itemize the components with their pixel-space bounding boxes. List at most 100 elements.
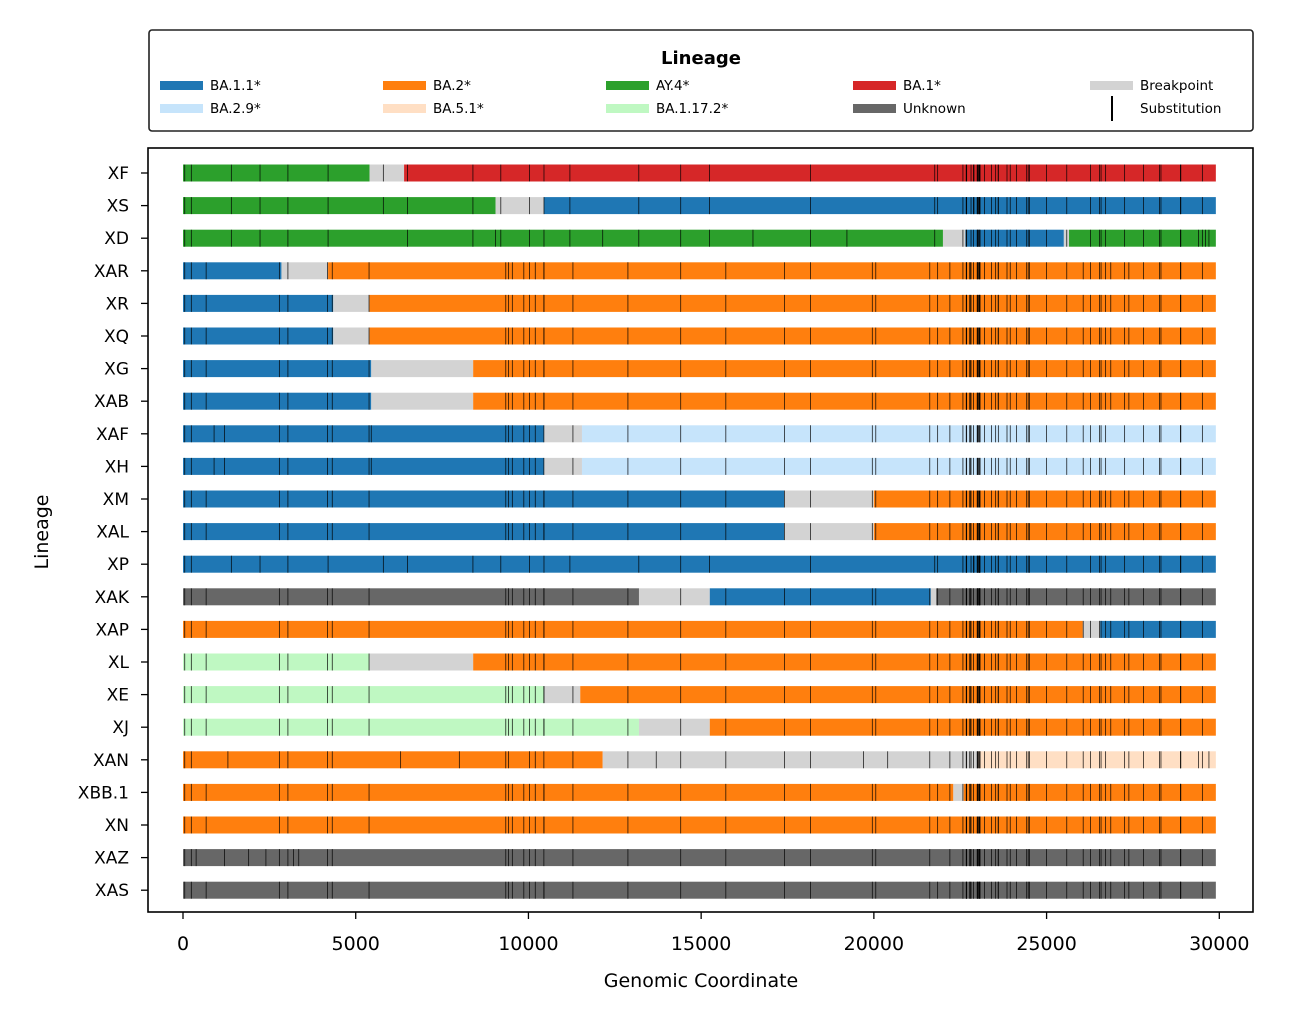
y-tick-label: XAF [96,425,129,445]
y-tick-label: XR [106,294,130,314]
bar-row-xq [183,327,1216,345]
segment-xab-bp [371,392,474,410]
x-tick-label: 25000 [1016,933,1076,955]
segment-xh-ba29 [581,457,1216,475]
y-tick-label: XBB.1 [78,783,129,803]
legend-label: Unknown [903,101,966,117]
legend-item-ba-2: BA.2* [383,78,471,94]
legend-label: BA.1.1* [210,78,261,94]
segment-xak-unk [183,588,639,606]
bar-row-xs [183,197,1216,215]
segment-xn-ba2 [183,816,1216,834]
segment-xal-bp [784,523,874,541]
x-tick-label: 30000 [1189,933,1249,955]
segment-xbb-1-ba2 [963,783,1216,801]
legend-item-ba-1-17-2: BA.1.17.2* [606,101,728,117]
segment-xh-ba11 [183,457,544,475]
segment-xj-ba1172 [183,718,639,736]
x-axis-label: Genomic Coordinate [604,970,799,992]
segment-xf-ba1 [404,164,1216,182]
y-tick-label: XP [107,555,129,575]
segment-xak-bp [638,588,710,606]
segment-xm-ba11 [183,490,785,508]
segment-xal-ba11 [183,523,785,541]
x-tick-label: 10000 [498,933,558,955]
legend-item-ay-4: AY.4* [606,78,690,94]
y-tick-label: XS [107,197,129,217]
segment-xar-ba2 [328,262,1216,280]
legend-swatch [606,104,649,113]
y-tick-label: XAN [93,751,129,771]
segment-xd-ba11 [965,229,1064,247]
bar-row-xan [183,751,1216,769]
segment-xh-bp [543,457,582,475]
legend-item-breakpoint: Breakpoint [1090,78,1213,94]
y-tick-label: XAZ [94,849,129,869]
x-tick-label: 20000 [844,933,904,955]
y-tick-label: XAR [94,262,129,282]
x-tick-label: 5000 [332,933,380,955]
legend-item-ba-1: BA.1* [853,78,941,94]
segment-xan-bp [602,751,978,769]
segment-xm-ba2 [873,490,1216,508]
y-tick-label: XM [103,490,129,510]
bar-row-xal [183,523,1216,541]
segment-xl-ba2 [473,653,1216,671]
legend-item-ba-2-9: BA.2.9* [160,101,261,117]
segment-xap-ba11 [1100,620,1216,638]
bar-row-xp [183,555,1216,573]
legend-swatch [606,81,649,90]
segment-xl-ba1172 [183,653,370,671]
bar-row-xar [183,262,1216,280]
segment-xaf-ba29 [581,425,1216,443]
y-tick-label: XAL [96,523,129,543]
legend-title: Lineage [661,48,741,69]
y-axis: XF XS XD XAR XR XQ XG XAB XAF XH XM XAL XP XAK XAP XL XE… [78,164,148,901]
legend-label: BA.2.9* [210,101,261,117]
segment-xq-bp [333,327,370,345]
bar-row-xn [183,816,1216,834]
y-tick-label: XAB [94,392,129,412]
segment-xq-ba2 [369,327,1216,345]
segment-xe-ba1172 [183,686,544,704]
bar-row-xaz [183,849,1216,867]
bar-row-xas [183,881,1216,899]
segment-xg-bp [371,360,474,378]
segment-xs-bp [495,197,544,215]
segment-xs-ay4 [183,197,496,215]
legend-swatch [853,104,896,113]
segment-xd-ay4 [183,229,943,247]
segment-xq-ba11 [183,327,334,345]
segment-xbb-1-bp [953,783,964,801]
segment-xd-ay4 [1069,229,1216,247]
bar-row-xf [183,164,1216,182]
segment-xr-ba2 [369,294,1216,312]
y-tick-label: XJ [112,718,129,738]
x-tick-label: 0 [177,933,189,955]
bar-row-xab [183,392,1216,410]
legend-item-unknown: Unknown [853,101,966,117]
y-tick-label: XL [108,653,130,673]
legend-swatch [383,81,426,90]
segment-xd-bp [942,229,966,247]
segment-xar-ba11 [183,262,282,280]
segment-xj-bp [638,718,710,736]
x-tick-label: 15000 [671,933,731,955]
bar-row-xl [183,653,1216,671]
legend-swatch [853,81,896,90]
x-axis: 0 5000 10000 15000 20000 25000 30000 [177,912,1250,955]
bar-row-xaf [183,425,1216,443]
segment-xbb-1-ba2 [183,783,954,801]
segment-xf-bp [369,164,405,182]
bar-row-xg [183,360,1216,378]
segment-xr-ba11 [183,294,334,312]
y-tick-label: XAK [95,588,130,608]
segment-xal-ba2 [873,523,1216,541]
segment-xp-ba11 [183,555,1216,573]
legend-label: BA.1* [903,78,941,94]
bar-row-xm [183,490,1216,508]
bar-row-xd [183,229,1216,247]
legend-item-substitution: Substitution [1111,96,1221,121]
bar-row-xak [183,588,1216,606]
bar-row-xj [183,718,1216,736]
